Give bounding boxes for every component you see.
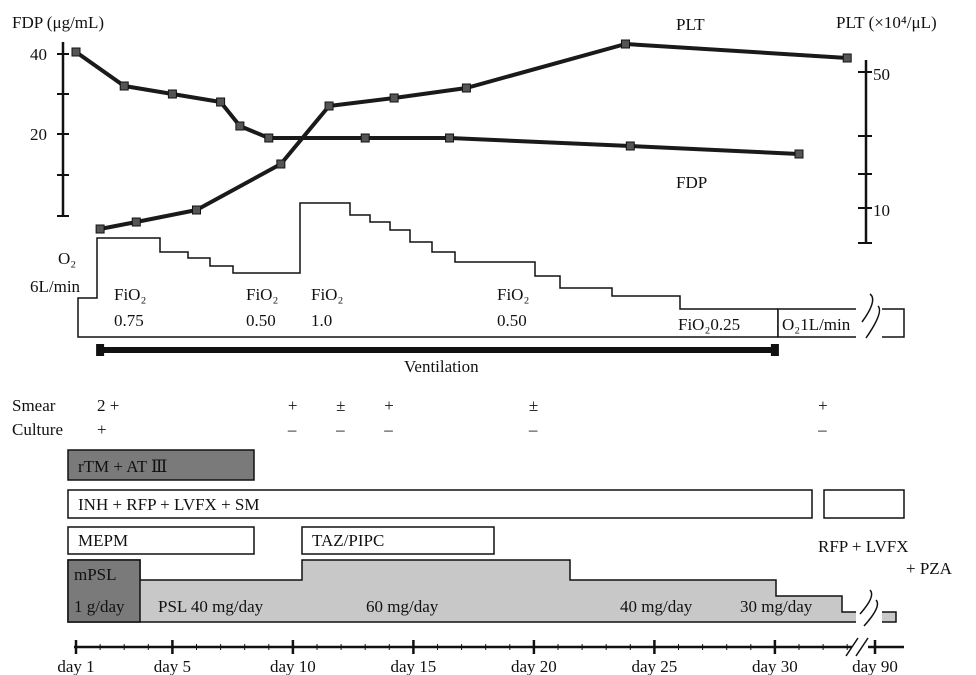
fio2-value: 0.50	[497, 311, 527, 330]
fdp-point	[445, 133, 455, 143]
steroid-break-mask	[856, 602, 882, 626]
lab-table: Smear 2 + + ± + ± + Culture + – – – – –	[12, 396, 828, 439]
treatment-label: rTM + AT Ⅲ	[78, 457, 167, 476]
x-tick-label: day 1	[57, 657, 94, 675]
plt-point	[192, 205, 201, 215]
plt-point	[276, 159, 286, 169]
treatment-label: INH + RFP + LVFX + SM	[78, 495, 260, 514]
steroid-label: PSL 40 mg/day	[158, 597, 264, 616]
steroid-break-mark	[859, 589, 879, 627]
fdp-series-label: FDP	[676, 173, 707, 192]
treatment-box	[67, 526, 255, 555]
fdp-point	[264, 133, 274, 143]
fio2-step-line	[96, 202, 778, 310]
lab-mark: +	[97, 420, 107, 439]
plt-point	[131, 217, 141, 227]
o2-label: O₂	[58, 249, 76, 268]
lab-mark: ±	[336, 396, 345, 415]
fdp-point	[216, 97, 226, 107]
axis-break-mark	[861, 293, 881, 339]
lab-mark: –	[287, 420, 297, 439]
o2-end-box	[777, 308, 905, 338]
steroid-label: 60 mg/day	[366, 597, 439, 616]
fio2-label: FiO₂	[311, 285, 343, 304]
right-axis-label: PLT (×10⁴/μL)	[836, 13, 937, 32]
fio2-value: 1.0	[311, 311, 332, 330]
x-tick-label: day 25	[632, 657, 678, 675]
fdp-point	[119, 81, 129, 91]
plt-point	[95, 224, 105, 234]
steroid-label: mPSL	[74, 565, 117, 584]
fio2-final-label: FiO₂0.25	[678, 315, 740, 334]
treatment-label: TAZ/PIPC	[312, 531, 384, 550]
lab-mark: +	[818, 396, 828, 415]
treatment-box	[301, 526, 495, 555]
lab-mark: +	[288, 396, 298, 415]
fdp-point	[235, 121, 245, 131]
treatment-label: + PZA	[906, 559, 953, 578]
treatment-box	[67, 489, 813, 519]
fio2-label: FiO₂	[114, 285, 146, 304]
lab-mark: –	[528, 420, 538, 439]
x-tick-label: day 15	[391, 657, 437, 675]
plt-line	[99, 42, 848, 231]
lab-mark: –	[335, 420, 345, 439]
fdp-line	[74, 50, 800, 156]
fio2-label: FiO₂	[497, 285, 529, 304]
lab-mark: –	[817, 420, 827, 439]
series: PLT FDP	[71, 15, 852, 234]
o2-end-label: O₂1L/min	[782, 315, 851, 334]
plt-point	[620, 39, 630, 49]
fdp-point	[794, 149, 804, 159]
left-tick-label: 20	[30, 125, 47, 144]
fdp-point	[71, 47, 81, 57]
fdp-point	[625, 141, 635, 151]
treatment-box	[67, 449, 255, 481]
treatment-label: RFP + LVFX	[818, 537, 909, 556]
lab-mark: ±	[529, 396, 538, 415]
left-tick-label: 40	[30, 45, 47, 64]
axes: FDP (μg/mL) 40 20 PLT (×10⁴/μL) 50 10	[12, 13, 937, 244]
o2-baseline	[77, 275, 778, 338]
lab-row-label: Culture	[12, 420, 63, 439]
ventilation-end	[770, 344, 779, 356]
x-tick-label: day 30	[752, 657, 798, 675]
fio2-label: FiO₂	[246, 285, 278, 304]
x-tick-label: day 90	[852, 657, 898, 675]
treatment-box	[823, 489, 905, 519]
steroid-label: 40 mg/day	[620, 597, 693, 616]
ventilation-label: Ventilation	[404, 357, 479, 376]
right-tick-label: 10	[873, 201, 890, 220]
plt-point	[461, 83, 471, 93]
x-axis-break	[845, 637, 869, 657]
treatment-bars: rTM + AT Ⅲ INH + RFP + LVFX + SM MEPM TAZ/P…	[67, 449, 953, 627]
fio2-value: 0.75	[114, 311, 144, 330]
fio2-value: 0.50	[246, 311, 276, 330]
steroid-label: 30 mg/day	[740, 597, 813, 616]
treatment-label: MEPM	[78, 531, 128, 550]
ventilation-start	[96, 344, 105, 356]
x-tick-label: day 20	[511, 657, 557, 675]
oxygen-panel: O₂ 6L/min FiO₂ 0.75 FiO₂ 0.50 FiO₂ 1.0 FiO₂ 0.50 F…	[30, 202, 905, 376]
plt-point	[389, 93, 399, 103]
fdp-point	[167, 89, 177, 99]
axis-break-mask	[856, 300, 882, 346]
lab-mark: 2 +	[97, 396, 119, 415]
plt-series-label: PLT	[676, 15, 705, 34]
right-tick-label: 50	[873, 65, 890, 84]
left-axis-label: FDP (μg/mL)	[12, 13, 104, 32]
x-tick-label: day 10	[270, 657, 316, 675]
x-tick-label: day 5	[154, 657, 191, 675]
lab-row-label: Smear	[12, 396, 56, 415]
steroid-label: 1 g/day	[74, 597, 125, 616]
plt-point	[324, 101, 334, 111]
plt-point	[842, 53, 852, 63]
x-axis: day 1 day 5 day 10 day 15 day 20 day 25 day 30…	[57, 637, 904, 675]
mpsl-box	[67, 559, 141, 623]
fdp-point	[360, 133, 370, 143]
o2-rate-label: 6L/min	[30, 277, 81, 296]
lab-mark: +	[384, 396, 394, 415]
lab-mark: –	[383, 420, 393, 439]
